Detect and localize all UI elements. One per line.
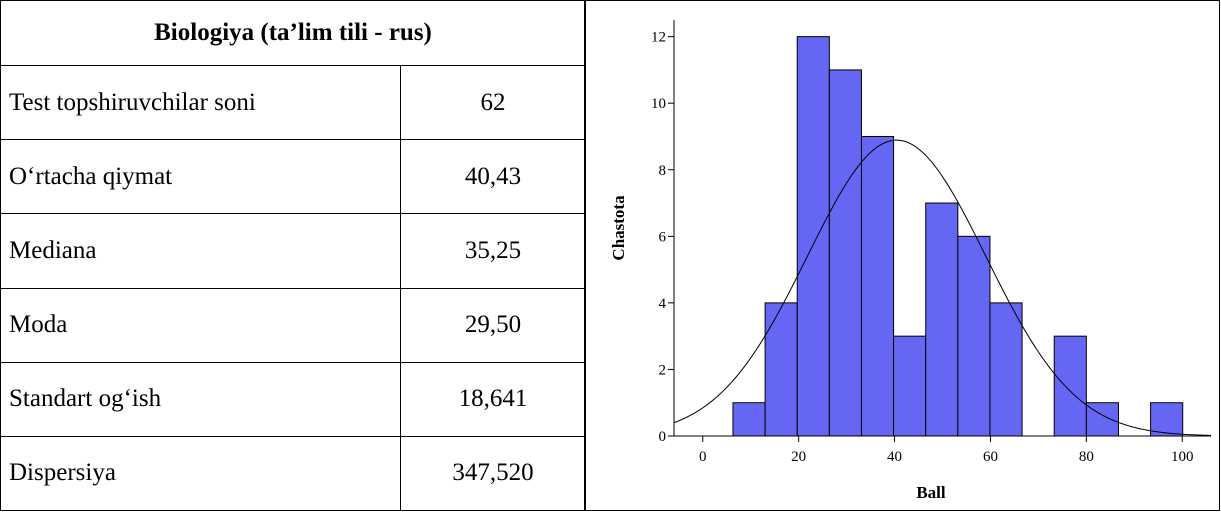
table-row: Standart og‘ish 18,641 [0, 361, 586, 437]
histogram-bar [732, 402, 766, 437]
histogram-bar [1053, 335, 1087, 437]
row-label: O‘rtacha qiymat [0, 139, 401, 215]
y-axis-label: Chastota [609, 195, 628, 261]
histogram-bar [989, 302, 1023, 437]
histogram-bar [925, 202, 959, 437]
table-title: Biologiya (ta’lim tili - rus) [0, 0, 586, 67]
chart-axes: 0 2 4 6 8 10 12 0 20 40 60 80 100 [651, 20, 1211, 465]
histogram-bar [860, 135, 895, 437]
row-value: 35,25 [400, 213, 586, 289]
histogram-bar [764, 302, 798, 437]
x-tick-label: 20 [791, 449, 806, 465]
histogram-bar [957, 235, 991, 437]
y-tick-label: 8 [659, 163, 667, 179]
y-tick-label: 2 [659, 362, 667, 378]
y-tick-label: 4 [659, 296, 667, 312]
table-header-row: Biologiya (ta’lim tili - rus) [0, 0, 586, 67]
y-tick-label: 10 [651, 96, 666, 112]
x-tick-label: 40 [887, 449, 902, 465]
x-tick-label: 0 [699, 449, 707, 465]
x-tick-label: 80 [1079, 449, 1094, 465]
table-row: Mediana 35,25 [0, 213, 586, 289]
histogram-bar [893, 335, 927, 437]
row-value: 62 [400, 65, 586, 141]
x-tick-label: 60 [983, 449, 998, 465]
row-value: 18,641 [400, 361, 586, 437]
normal-curve [673, 139, 1212, 436]
row-label: Standart og‘ish [0, 361, 401, 437]
histogram-chart: 0 2 4 6 8 10 12 0 20 40 60 80 100 Ball Chastota [609, 20, 1212, 502]
histogram-bar [828, 69, 862, 437]
row-label: Mediana [0, 213, 401, 289]
table-row: Moda 29,50 [0, 287, 586, 363]
panel-divider [584, 0, 585, 511]
row-value: 40,43 [400, 139, 586, 215]
histogram-bar [796, 36, 830, 437]
row-value: 347,520 [400, 435, 586, 512]
row-label: Test topshiruvchilar soni [0, 65, 401, 141]
x-tick-label: 100 [1171, 449, 1194, 465]
histogram-bar [1150, 402, 1184, 437]
statistics-table: Biologiya (ta’lim tili - rus) Test topsh… [0, 0, 586, 512]
row-label: Moda [0, 287, 401, 363]
y-tick-label: 6 [659, 229, 667, 245]
row-value: 29,50 [400, 287, 586, 363]
table-row: Dispersiya 347,520 [0, 435, 586, 512]
histogram-bars [732, 36, 1184, 437]
row-label: Dispersiya [0, 435, 401, 512]
x-axis-label: Ball [916, 483, 946, 502]
table-row: O‘rtacha qiymat 40,43 [0, 139, 586, 215]
y-tick-label: 12 [651, 30, 666, 46]
y-tick-label: 0 [659, 429, 667, 445]
table-row: Test topshiruvchilar soni 62 [0, 65, 586, 141]
